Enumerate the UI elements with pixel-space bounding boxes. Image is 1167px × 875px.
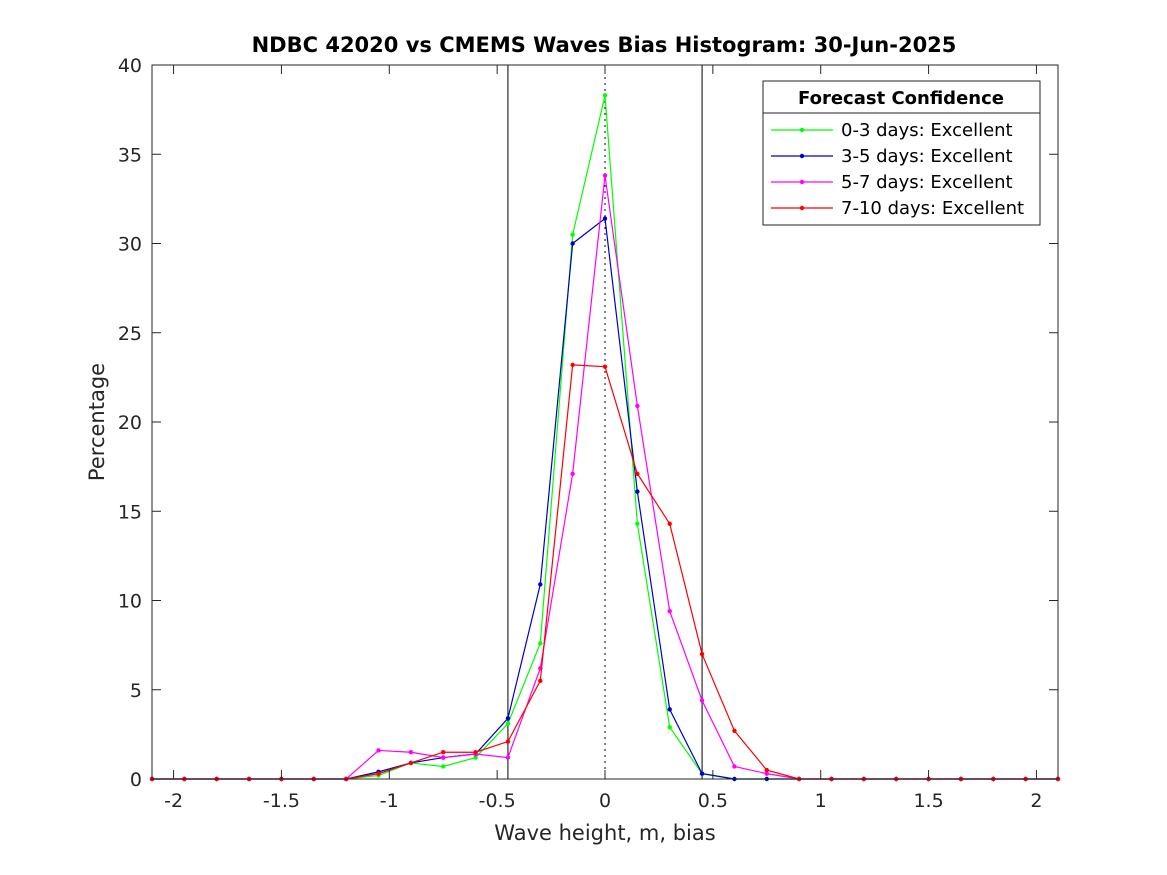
legend-marker bbox=[799, 127, 805, 133]
data-point bbox=[570, 232, 575, 237]
data-point bbox=[635, 403, 640, 409]
data-point bbox=[667, 609, 672, 614]
data-point bbox=[570, 362, 575, 368]
chart-title: NDBC 42020 vs CMEMS Waves Bias Histogram… bbox=[252, 33, 957, 57]
data-point bbox=[441, 750, 446, 755]
data-point bbox=[505, 755, 511, 760]
data-point bbox=[602, 93, 608, 98]
data-point bbox=[505, 716, 511, 721]
x-tick-label: -2 bbox=[164, 790, 183, 812]
x-tick-label: 2 bbox=[1030, 790, 1042, 812]
data-point bbox=[602, 364, 608, 369]
x-tick-label: 0 bbox=[599, 790, 611, 812]
data-point bbox=[699, 651, 705, 657]
data-point bbox=[602, 216, 608, 221]
x-tick-label: 1.5 bbox=[913, 790, 943, 812]
data-point bbox=[441, 764, 446, 769]
data-point bbox=[667, 521, 672, 526]
data-point bbox=[538, 678, 543, 684]
data-point bbox=[538, 582, 543, 587]
data-point bbox=[764, 771, 769, 776]
y-tick-label: 35 bbox=[118, 144, 142, 166]
legend-label: 0-3 days: Excellent bbox=[841, 120, 1013, 141]
data-point bbox=[473, 755, 478, 760]
y-tick-label: 5 bbox=[130, 680, 142, 702]
y-tick-label: 25 bbox=[118, 323, 142, 345]
data-point bbox=[764, 767, 769, 773]
data-point bbox=[505, 739, 511, 744]
x-tick-label: 0.5 bbox=[698, 790, 728, 812]
legend-label: 7-10 days: Excellent bbox=[841, 198, 1024, 219]
data-point bbox=[635, 471, 640, 476]
data-point bbox=[699, 698, 705, 703]
legend-item: 7-10 days: Excellent bbox=[771, 198, 1024, 219]
x-axis-label: Wave height, m, bias bbox=[494, 821, 715, 845]
data-point bbox=[635, 521, 640, 526]
data-point bbox=[376, 748, 381, 753]
data-point bbox=[473, 750, 478, 755]
legend-label: 5-7 days: Excellent bbox=[841, 172, 1013, 193]
data-point bbox=[667, 707, 672, 712]
legend-label: 3-5 days: Excellent bbox=[841, 146, 1013, 167]
legend-box bbox=[762, 80, 1041, 226]
data-point bbox=[505, 721, 511, 726]
x-tick-label: -0.5 bbox=[479, 790, 516, 812]
data-point bbox=[408, 760, 414, 766]
data-point bbox=[667, 725, 672, 730]
legend-marker bbox=[799, 153, 805, 159]
legend-item: 5-7 days: Excellent bbox=[771, 172, 1013, 193]
y-tick-label: 0 bbox=[130, 769, 142, 791]
x-tick-label: -1.5 bbox=[263, 790, 300, 812]
legend-item: 3-5 days: Excellent bbox=[771, 146, 1013, 167]
y-axis-label: Percentage bbox=[85, 363, 109, 481]
data-point bbox=[635, 489, 640, 494]
data-point bbox=[441, 755, 446, 760]
y-tick-label: 15 bbox=[118, 501, 142, 523]
reference-lines bbox=[507, 65, 703, 779]
legend: Forecast Confidence 0-3 days: Excellent 3… bbox=[762, 80, 1041, 226]
data-point bbox=[699, 771, 705, 776]
legend-marker bbox=[799, 205, 805, 211]
x-tick-label: -1 bbox=[380, 790, 399, 812]
data-point bbox=[732, 764, 737, 769]
legend-items: 0-3 days: Excellent 3-5 days: Excellent 5-… bbox=[771, 120, 1024, 219]
data-point bbox=[570, 241, 575, 246]
data-point bbox=[376, 771, 381, 776]
data-point bbox=[602, 173, 608, 178]
y-tick-label: 20 bbox=[118, 412, 142, 434]
y-tick-label: 40 bbox=[118, 55, 142, 77]
y-tick-label: 10 bbox=[118, 591, 142, 613]
legend-title: Forecast Confidence bbox=[798, 88, 1004, 109]
data-point bbox=[408, 750, 414, 755]
x-tick-label: 1 bbox=[815, 790, 827, 812]
data-point bbox=[570, 471, 575, 476]
legend-item: 0-3 days: Excellent bbox=[771, 120, 1013, 141]
data-point bbox=[732, 728, 737, 734]
y-tick-label: 30 bbox=[118, 234, 142, 256]
data-point bbox=[538, 641, 543, 646]
legend-marker bbox=[799, 179, 805, 185]
